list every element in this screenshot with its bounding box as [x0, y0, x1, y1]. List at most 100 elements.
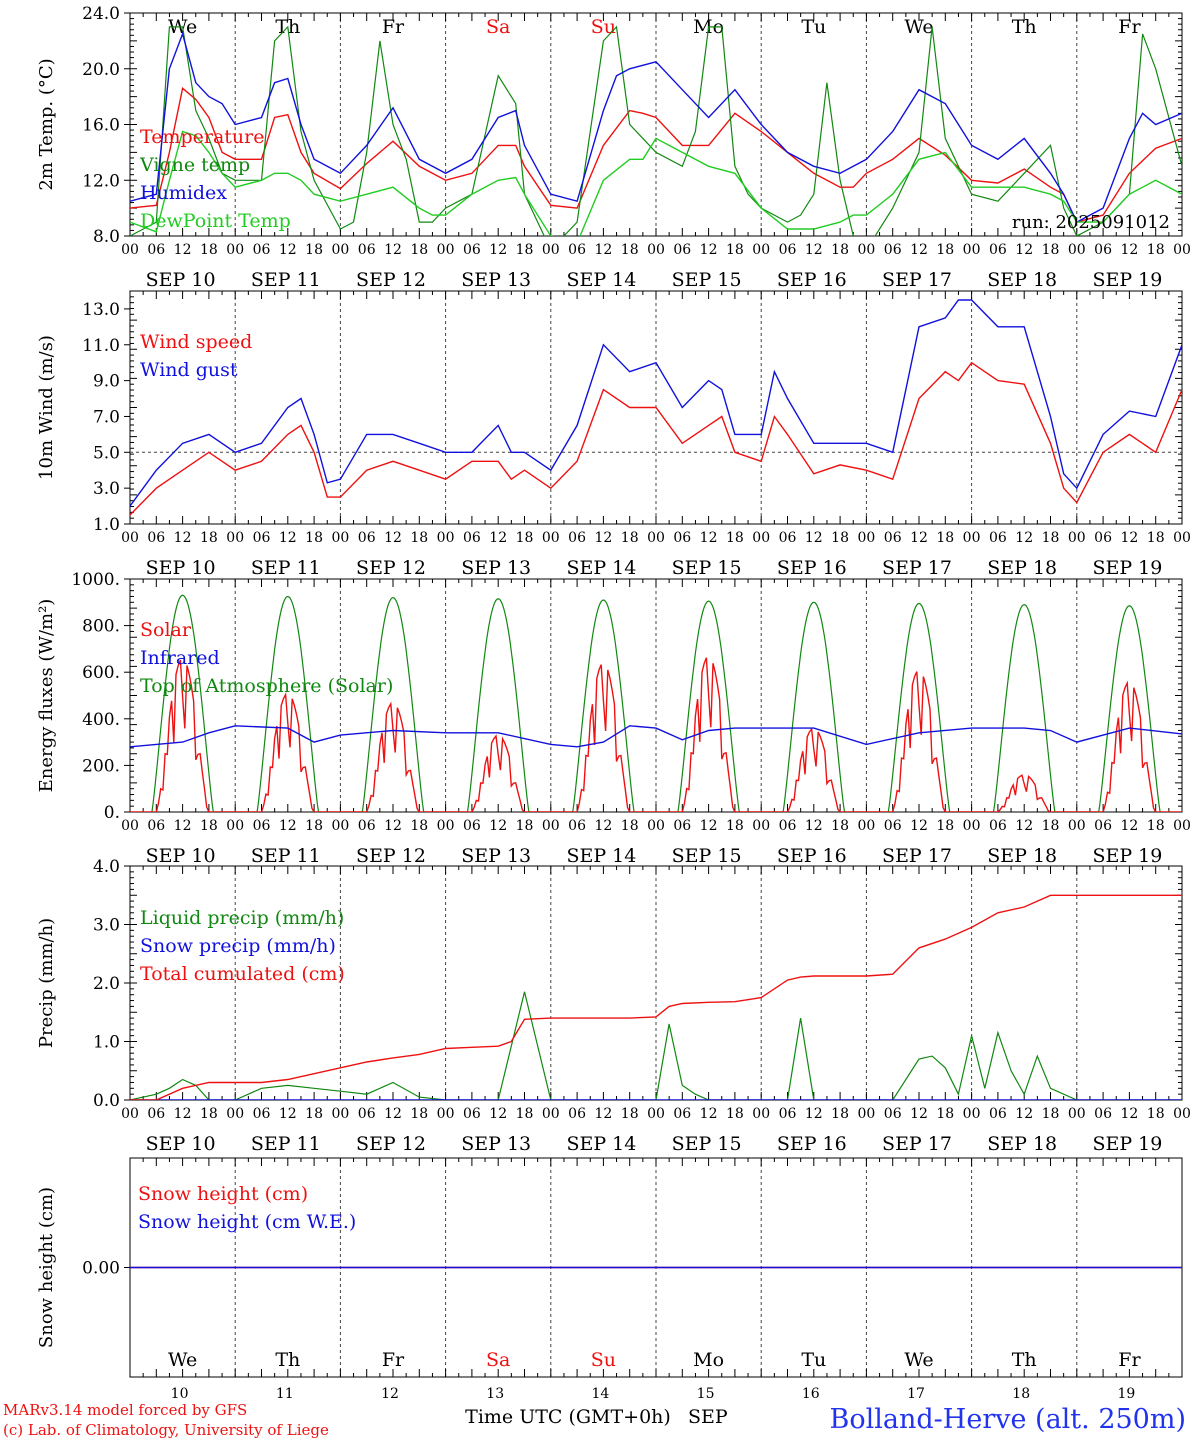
date-label: SEP 18	[987, 1133, 1057, 1155]
hour-label: 18	[200, 818, 218, 834]
hour-label: 12	[279, 818, 297, 834]
y-axis-title: 2m Temp. (°C)	[36, 58, 57, 190]
y-tick-label: 3.0	[93, 479, 120, 499]
hour-label: 06	[1094, 242, 1112, 258]
hour-label: 00	[963, 818, 981, 834]
hour-label: 12	[174, 1106, 192, 1122]
day-number: 12	[381, 1386, 399, 1402]
hour-label: 00	[752, 530, 770, 546]
hour-label: 06	[568, 818, 586, 834]
date-label: SEP 15	[672, 1133, 742, 1155]
legend-entry: Wind gust	[140, 359, 238, 381]
y-tick-label: 1.0	[93, 515, 120, 535]
hour-label: 18	[1042, 818, 1060, 834]
hour-label: 18	[726, 818, 744, 834]
day-name: We	[168, 1349, 197, 1371]
hour-label: 12	[594, 818, 612, 834]
date-label: SEP 18	[987, 845, 1057, 867]
hour-label: 06	[463, 530, 481, 546]
hour-label: 12	[700, 818, 718, 834]
day-name: Su	[591, 1349, 616, 1371]
hour-label: 18	[410, 1106, 428, 1122]
hour-label: 06	[147, 1106, 165, 1122]
day-name: Sa	[486, 1349, 510, 1371]
date-label: SEP 19	[1092, 845, 1162, 867]
hour-label: 12	[489, 1106, 507, 1122]
hour-label: 06	[1094, 530, 1112, 546]
day-name: Fr	[1118, 16, 1141, 38]
panels: 8.0 12.0 16.0 20.0 24.0 2m Temp. (°C) 00 06 12 18…	[36, 4, 1191, 1402]
hour-label: 00	[752, 242, 770, 258]
hour-label: 00	[752, 818, 770, 834]
hour-label: 00	[857, 242, 875, 258]
series-line-humidex	[130, 31, 1182, 224]
hour-label: 00	[752, 1106, 770, 1122]
hour-label: 12	[384, 242, 402, 258]
hour-label: 06	[253, 818, 271, 834]
hour-label: 18	[410, 242, 428, 258]
series-line-wind-speed	[130, 361, 1182, 516]
hour-label: 18	[726, 530, 744, 546]
hour-label: 18	[1042, 1106, 1060, 1122]
hour-label: 00	[121, 818, 139, 834]
hour-label: 00	[226, 818, 244, 834]
day-number: 11	[276, 1386, 294, 1402]
hour-label: 06	[673, 530, 691, 546]
hour-label: 00	[857, 1106, 875, 1122]
series-group	[130, 25, 1182, 236]
hour-label: 12	[1015, 1106, 1033, 1122]
date-label: SEP 13	[461, 845, 531, 867]
hour-label: 00	[857, 818, 875, 834]
hour-label: 00	[963, 530, 981, 546]
day-name: Th	[1012, 1349, 1037, 1371]
hour-label: 00	[963, 242, 981, 258]
day-name: Fr	[1118, 1349, 1141, 1371]
y-axis-title: Energy fluxes (W/m²)	[36, 599, 57, 793]
legend-entry: Wind speed	[140, 331, 252, 353]
hour-label: 18	[621, 242, 639, 258]
hour-label: 06	[884, 1106, 902, 1122]
hour-label: 06	[779, 242, 797, 258]
hour-label: 06	[147, 242, 165, 258]
date-label: SEP 12	[356, 557, 426, 579]
hour-label: 18	[1147, 242, 1165, 258]
hour-label: 18	[936, 818, 954, 834]
hour-label: 00	[331, 1106, 349, 1122]
hour-label: 18	[621, 530, 639, 546]
hour-label: 12	[700, 1106, 718, 1122]
month-label: SEP	[688, 1406, 728, 1428]
series-group	[130, 894, 1182, 1100]
hour-label: 00	[542, 530, 560, 546]
legend-entry: Liquid precip (mm/h)	[140, 907, 344, 929]
hour-label: 12	[384, 530, 402, 546]
day-number: 18	[1012, 1386, 1030, 1402]
hour-label: 18	[410, 530, 428, 546]
hour-label: 12	[1120, 818, 1138, 834]
date-label: SEP 19	[1092, 557, 1162, 579]
day-name: We	[904, 16, 933, 38]
credit-line-1: MARv3.14 model forced by GFS	[3, 1401, 247, 1419]
y-tick-label: 12.0	[82, 171, 120, 191]
hour-label: 00	[437, 818, 455, 834]
hour-label: 18	[1147, 1106, 1165, 1122]
series-line-infrared	[130, 725, 1182, 748]
hour-label: 06	[673, 242, 691, 258]
y-tick-label: 0.	[104, 803, 120, 823]
hour-label: 12	[279, 242, 297, 258]
hour-label: 06	[568, 242, 586, 258]
date-label: SEP 16	[777, 557, 847, 579]
y-tick-label: 3.0	[93, 916, 120, 936]
hour-label: 00	[437, 530, 455, 546]
hour-label: 12	[700, 242, 718, 258]
hour-label: 18	[621, 818, 639, 834]
run-label: run: 2025091012	[1012, 212, 1170, 233]
date-label: SEP 12	[356, 845, 426, 867]
date-label: SEP 13	[461, 269, 531, 291]
y-axis-title: Snow height (cm)	[36, 1187, 57, 1348]
hour-label: 00	[647, 242, 665, 258]
hour-label: 18	[516, 242, 534, 258]
hour-label: 00	[647, 530, 665, 546]
hour-label: 06	[568, 1106, 586, 1122]
y-axis-title: Precip (mm/h)	[36, 918, 57, 1048]
date-label: SEP 11	[251, 1133, 321, 1155]
